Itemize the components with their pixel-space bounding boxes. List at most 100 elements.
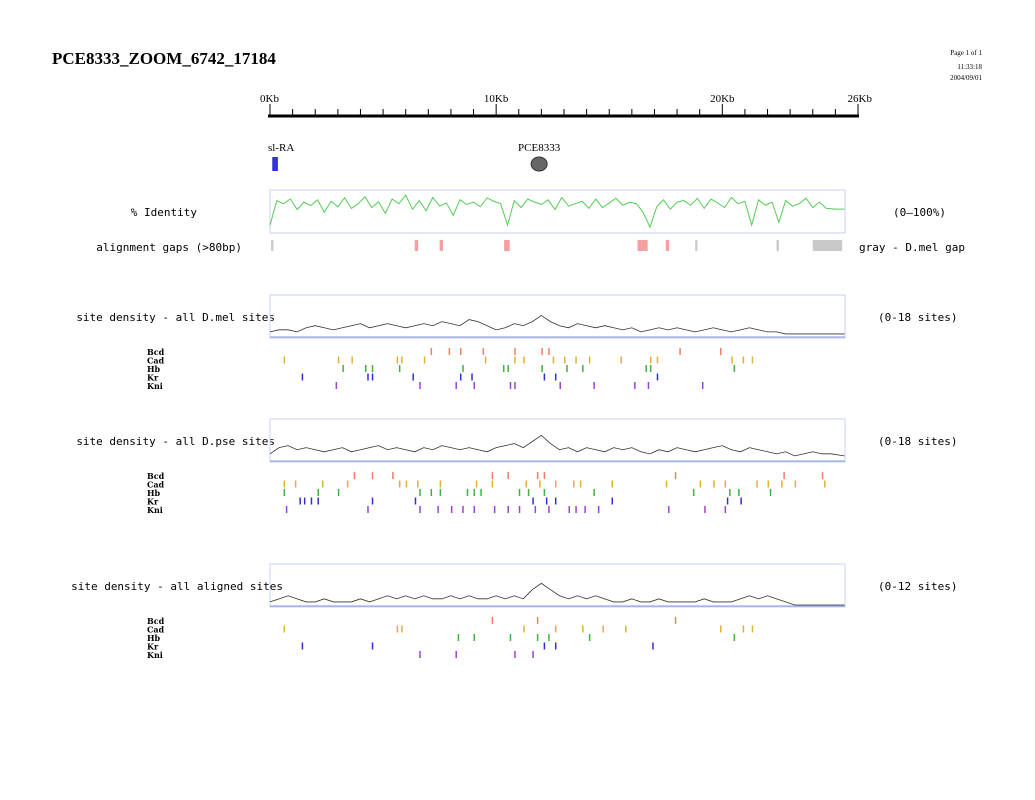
gap-bar xyxy=(776,240,779,251)
tf-site-mark xyxy=(554,625,557,633)
tf-site-mark xyxy=(283,356,286,364)
tf-site-mark xyxy=(294,480,297,488)
tf-site-mark xyxy=(625,625,627,633)
tf-site-mark xyxy=(514,651,516,658)
tf-site-mark xyxy=(593,382,595,389)
tf-site-mark xyxy=(566,365,568,372)
gene-label: sl-RA xyxy=(268,142,294,154)
tf-site-mark xyxy=(649,365,652,372)
tf-site-mark xyxy=(756,480,758,488)
enhancer-feature[interactable] xyxy=(530,156,548,172)
page-title: PCE8333_ZOOM_6742_17184 xyxy=(52,49,276,68)
tf-site-mark xyxy=(353,472,356,479)
tf-site-mark xyxy=(396,356,399,364)
ruler-label: 20Kb xyxy=(710,93,735,105)
tf-site-mark xyxy=(679,348,681,355)
tf-site-mark xyxy=(554,480,557,488)
tf-site-mark xyxy=(419,382,421,389)
tf-label: Kni xyxy=(147,381,163,391)
tf-site-mark xyxy=(751,356,754,364)
tf-site-mark xyxy=(527,489,530,496)
tf-site-mark xyxy=(414,497,417,505)
tf-site-mark xyxy=(310,497,313,505)
tf-site-mark xyxy=(573,480,575,488)
density-range-label: (0-18 sites) xyxy=(878,435,957,448)
tf-label: Kni xyxy=(147,650,163,660)
tf-site-mark xyxy=(342,365,344,372)
tf-site-mark xyxy=(491,480,494,488)
tf-site-mark xyxy=(582,365,584,372)
tf-site-mark xyxy=(584,506,586,513)
tf-site-mark xyxy=(579,480,582,488)
alignment-gap-bars xyxy=(271,240,843,251)
tf-site-mark xyxy=(509,634,512,641)
site-density-sections: site density - all D.mel sites (0-18 site… xyxy=(71,294,957,660)
tf-site-mark xyxy=(751,625,754,633)
tf-site-mark xyxy=(543,373,546,381)
tf-site-mark xyxy=(656,356,659,364)
tf-site-mark xyxy=(401,356,403,364)
tf-site-mark xyxy=(731,356,733,364)
tf-site-mark xyxy=(509,382,512,389)
tf-site-mark xyxy=(491,472,494,479)
tf-site-mark xyxy=(484,356,487,364)
gene-feature[interactable] xyxy=(272,157,278,171)
density-section: site density - all D.pse sites (0-18 site… xyxy=(76,418,957,515)
tf-site-mark xyxy=(405,480,408,488)
tf-site-mark xyxy=(720,348,722,355)
tf-site-mark xyxy=(437,506,439,513)
tf-site-mark xyxy=(692,489,695,496)
gap-bar xyxy=(812,240,843,251)
tf-site-mark xyxy=(767,480,770,488)
tf-site-mark xyxy=(502,365,505,372)
tf-site-mark xyxy=(554,642,557,650)
tf-site-mark xyxy=(371,642,374,650)
tf-site-mark xyxy=(668,506,670,513)
gap-bar xyxy=(271,240,274,251)
tf-site-mark xyxy=(283,480,286,488)
tf-site-mark xyxy=(575,506,577,513)
tf-site-mark xyxy=(430,489,433,496)
tf-site-mark xyxy=(459,373,462,381)
identity-plot-frame xyxy=(269,189,846,234)
tf-site-mark xyxy=(674,472,677,479)
tf-site-mark xyxy=(554,497,557,505)
ruler-labels: 0Kb 10Kb 20Kb 26Kb xyxy=(260,93,872,105)
tf-site-mark xyxy=(781,480,783,488)
tf-site-mark xyxy=(518,489,521,496)
tf-site-mark xyxy=(514,348,516,355)
tf-label: Cad xyxy=(147,480,165,490)
tf-site-mark xyxy=(588,634,591,641)
tf-site-mark xyxy=(482,348,485,355)
tf-site-mark xyxy=(475,480,478,488)
tf-site-mark xyxy=(301,373,304,381)
tf-site-mark xyxy=(285,506,288,513)
ruler-label: 0Kb xyxy=(260,93,279,105)
tf-label: Bcd xyxy=(147,347,165,357)
ruler-ticks xyxy=(269,104,859,116)
tf-label: Cad xyxy=(147,625,165,635)
density-line xyxy=(269,582,845,606)
tf-label: Bcd xyxy=(147,471,165,481)
tf-site-mark xyxy=(337,489,340,496)
density-line xyxy=(269,314,845,335)
density-section: site density - all aligned sites (0-12 si… xyxy=(71,563,957,660)
tf-site-mark xyxy=(412,373,414,381)
tf-site-mark xyxy=(514,356,516,364)
tf-site-mark xyxy=(450,506,453,513)
tf-site-mark xyxy=(701,382,704,389)
tf-site-mark xyxy=(283,489,286,496)
gap-bar xyxy=(637,240,648,251)
tf-site-mark xyxy=(545,497,548,505)
tf-site-mark xyxy=(346,480,349,488)
tf-site-mark xyxy=(523,625,525,633)
tf-site-mark xyxy=(720,625,722,633)
tf-site-mark xyxy=(568,506,571,513)
tf-site-mark xyxy=(335,382,338,389)
tf-site-mark xyxy=(371,365,374,372)
page-number: Page 1 of 1 xyxy=(950,49,982,57)
tf-site-mark xyxy=(620,356,623,364)
tf-site-mark xyxy=(704,506,706,513)
tf-site-mark xyxy=(525,480,528,488)
